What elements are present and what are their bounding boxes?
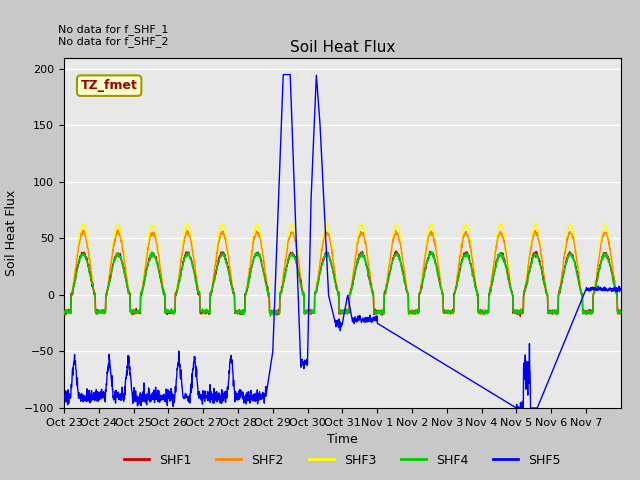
X-axis label: Time: Time	[327, 433, 358, 446]
Text: TZ_fmet: TZ_fmet	[81, 79, 138, 92]
Legend: SHF1, SHF2, SHF3, SHF4, SHF5: SHF1, SHF2, SHF3, SHF4, SHF5	[119, 449, 566, 472]
Title: Soil Heat Flux: Soil Heat Flux	[290, 40, 395, 55]
Y-axis label: Soil Heat Flux: Soil Heat Flux	[5, 190, 19, 276]
Text: No data for f_SHF_1
No data for f_SHF_2: No data for f_SHF_1 No data for f_SHF_2	[58, 24, 168, 48]
